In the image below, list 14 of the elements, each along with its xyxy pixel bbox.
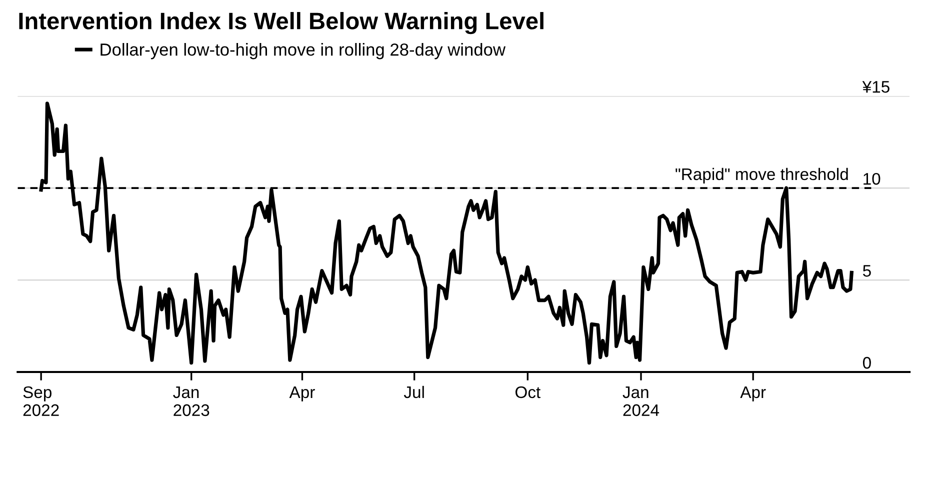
x-tick-label: Jan 2023 [173,386,210,416]
ref-line-label: "Rapid" move threshold [676,168,848,184]
y-tick-label: 0 [862,356,871,369]
y-tick-label: 10 [864,172,880,185]
chart-title: Intervention Index Is Well Below Warning Level [19,12,544,34]
x-tick-label: Sep 2022 [23,386,59,416]
legend-label: Dollar-yen low-to-high move in rolling 28-day window [100,43,506,60]
x-tick-label: Oct [515,386,541,398]
x-tick-label: Apr [289,386,315,402]
x-tick-label: Jul [404,386,424,398]
x-tick-label: Jan 2024 [622,386,660,416]
y-tick-label: ¥15 [862,81,890,93]
y-tick-label: 5 [862,265,871,277]
x-tick-label: Apr [740,386,766,402]
